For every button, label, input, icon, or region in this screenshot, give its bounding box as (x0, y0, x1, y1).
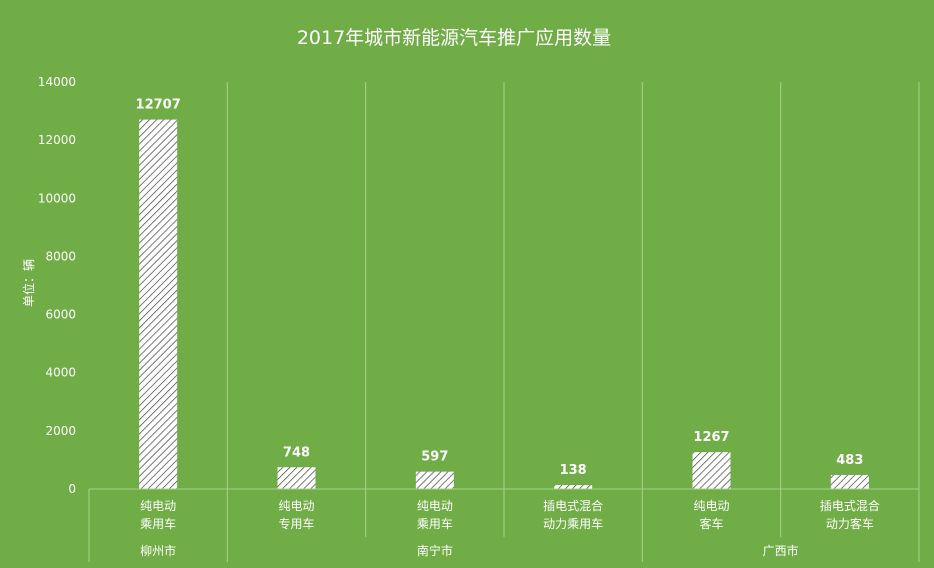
y-tick-label: 2000 (45, 424, 76, 438)
bar (692, 452, 731, 489)
data-label: 597 (421, 450, 448, 465)
group-label: 南宁市 (417, 543, 453, 558)
data-label: 1267 (693, 430, 729, 445)
bar (277, 467, 316, 489)
y-tick-label: 12000 (38, 133, 76, 147)
bar (139, 119, 178, 489)
x-tick-label: 客车 (699, 516, 723, 531)
y-tick-label: 6000 (45, 308, 76, 322)
x-tick-label: 纯电动 (140, 499, 176, 513)
x-tick-label: 纯电动 (693, 499, 729, 513)
x-tick-label: 专用车 (278, 516, 314, 531)
x-tick-label: 插电式混合 (820, 498, 880, 513)
x-tick-label: 乘用车 (417, 516, 453, 531)
x-tick-label: 动力乘用车 (543, 516, 603, 531)
y-tick-label: 14000 (38, 75, 76, 89)
data-label: 483 (836, 453, 863, 468)
y-axis-label: 单位：辆 (21, 259, 36, 307)
y-tick-label: 4000 (45, 366, 76, 380)
bar (415, 471, 454, 489)
x-tick-label: 纯电动 (417, 499, 453, 513)
y-tick-label: 0 (68, 482, 76, 496)
data-label: 12707 (136, 98, 181, 113)
bar (830, 474, 869, 489)
x-tick-label: 动力客车 (826, 516, 874, 531)
x-tick-label: 插电式混合 (543, 498, 603, 513)
chart-title: 2017年城市新能源汽车推广应用数量 (297, 27, 611, 49)
x-tick-label: 纯电动 (278, 499, 314, 513)
y-tick-label: 10000 (38, 191, 76, 205)
data-labels: 12707 748 597 138 1267 483 (136, 98, 864, 478)
bars (139, 119, 869, 489)
y-tick-label: 8000 (45, 249, 76, 263)
data-label: 138 (560, 463, 587, 478)
y-axis-ticks: 0 2000 4000 6000 8000 10000 12000 14000 (38, 75, 76, 496)
group-label: 柳州市 (140, 543, 176, 558)
bar (554, 484, 593, 489)
data-label: 748 (283, 445, 310, 460)
x-tick-label: 乘用车 (140, 516, 176, 531)
group-label: 广西市 (763, 543, 799, 558)
grid (226, 82, 920, 489)
